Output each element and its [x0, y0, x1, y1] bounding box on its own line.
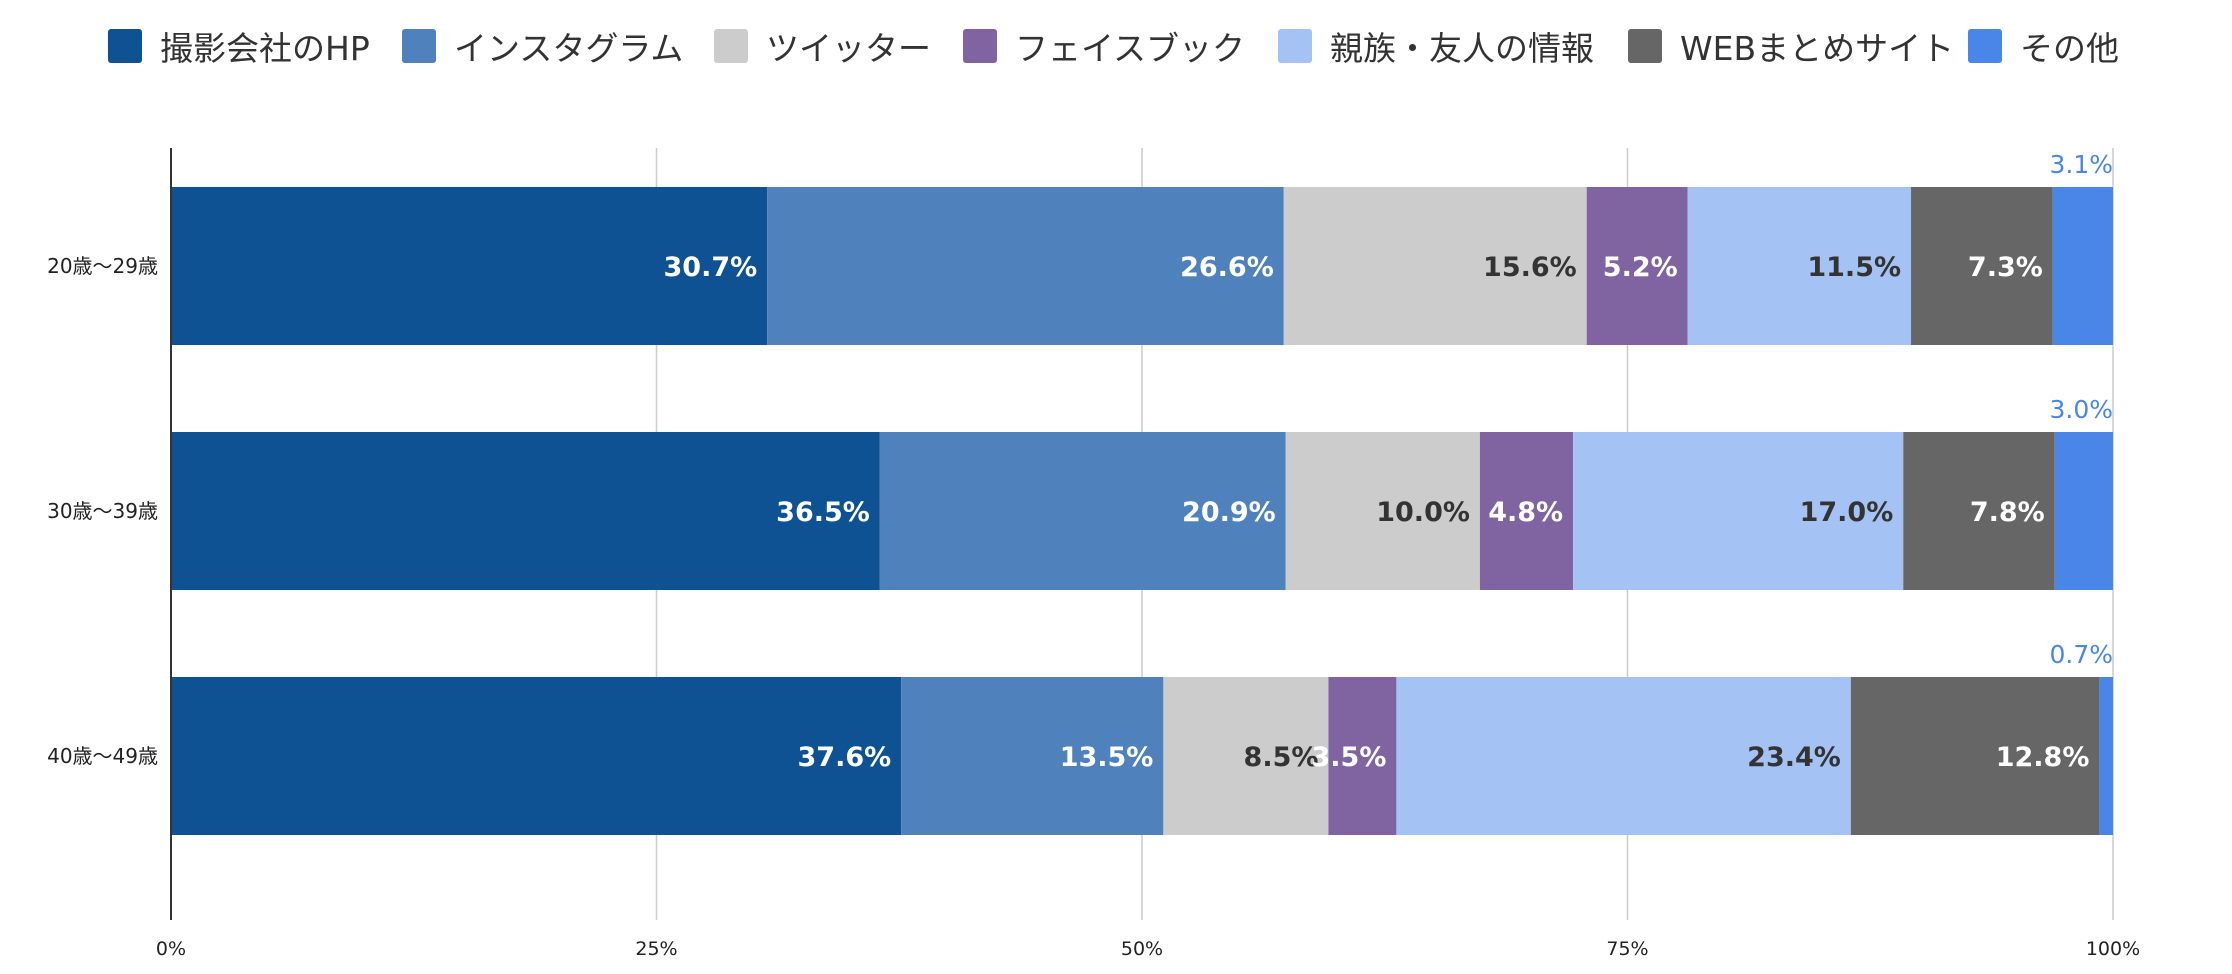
data-label: 37.6% [798, 742, 892, 773]
legend-swatch [1628, 29, 1662, 63]
data-label: 7.3% [1968, 252, 2043, 283]
data-label: 8.5% [1244, 742, 1319, 773]
bar-segment [2099, 677, 2113, 835]
legend-label: 親族・友人の情報 [1330, 29, 1594, 68]
x-tick-label: 0% [156, 938, 186, 960]
bar-segment [1903, 432, 2055, 590]
data-label: 12.8% [1996, 742, 2090, 773]
bar-segment [1586, 187, 1688, 345]
y-category-label: 30歳〜39歳 [47, 499, 158, 523]
data-label: 20.9% [1182, 497, 1276, 528]
legend-label: WEBまとめサイト [1680, 29, 1955, 68]
bar-segment [1911, 187, 2053, 345]
chart-legend: 撮影会社のHP インスタグラム ツイッター フェイスブック 親族・友人の情報 WEBまとめ… [0, 0, 2232, 100]
data-label: 7.8% [1970, 497, 2045, 528]
bar-segment [901, 677, 1164, 835]
bar-segment [171, 187, 768, 345]
x-tick-label: 25% [635, 938, 677, 960]
legend-item: ツイッター [714, 26, 931, 68]
data-label: 23.4% [1747, 742, 1841, 773]
bar-segment [1479, 432, 1574, 590]
legend-item: WEBまとめサイト [1628, 26, 1954, 68]
data-label: 5.2% [1603, 252, 1678, 283]
legend-item: 撮影会社のHP [108, 26, 370, 68]
data-label: 3.0% [2049, 395, 2113, 424]
bar-segment [1687, 187, 1912, 345]
legend-item: インスタグラム [402, 26, 683, 68]
data-label: 13.5% [1060, 742, 1154, 773]
legend-label: その他 [2020, 29, 2119, 68]
bar-segment [1283, 187, 1587, 345]
data-label: 15.6% [1483, 252, 1577, 283]
legend-label: フェイスブック [1015, 29, 1246, 68]
legend-swatch [108, 29, 142, 63]
legend-swatch [1968, 29, 2002, 63]
bar-segment [171, 677, 902, 835]
legend-swatch [714, 29, 748, 63]
bar-segment [1573, 432, 1904, 590]
data-label: 30.7% [664, 252, 758, 283]
bar-segment [767, 187, 1284, 345]
bar-segment [1396, 677, 1851, 835]
bar-segment [2054, 432, 2113, 590]
legend-label: インスタグラム [454, 29, 684, 68]
bar-segment [171, 432, 880, 590]
x-tick-label: 50% [1121, 938, 1163, 960]
data-label: 36.5% [776, 497, 870, 528]
legend-item: 親族・友人の情報 [1278, 26, 1594, 68]
data-label: 3.1% [2049, 150, 2113, 179]
x-tick-label: 75% [1606, 938, 1648, 960]
bar-segment [1328, 677, 1397, 835]
bar-segment [2052, 187, 2113, 345]
bar-segment [879, 432, 1286, 590]
legend-swatch [1278, 29, 1312, 63]
data-label: 17.0% [1800, 497, 1894, 528]
bar-segment [1285, 432, 1480, 590]
data-label: 10.0% [1376, 497, 1470, 528]
bar-segment [1850, 677, 2100, 835]
data-label: 4.8% [1488, 497, 1563, 528]
data-label: 26.6% [1180, 252, 1274, 283]
y-category-label: 20歳〜29歳 [47, 254, 158, 278]
bar-segment [1163, 677, 1329, 835]
legend-swatch [402, 29, 436, 63]
data-label: 3.5% [1312, 742, 1387, 773]
y-category-label: 40歳〜49歳 [47, 744, 158, 768]
data-label: 11.5% [1807, 252, 1901, 283]
x-tick-label: 100% [2086, 938, 2140, 960]
legend-swatch [963, 29, 997, 63]
legend-label: ツイッター [766, 29, 931, 68]
legend-item: その他 [1968, 26, 2119, 68]
legend-label: 撮影会社のHP [160, 29, 370, 68]
legend-item: フェイスブック [963, 26, 1245, 68]
data-label: 0.7% [2049, 640, 2113, 669]
